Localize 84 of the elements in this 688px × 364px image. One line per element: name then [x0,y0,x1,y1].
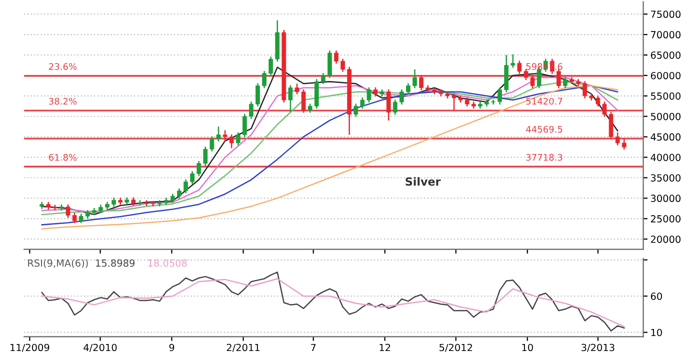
annotation: 61.8% [49,154,77,161]
candlestick [320,72,326,85]
annotation: Silver [406,177,441,186]
candlestick [249,101,254,120]
candlestick [308,103,312,114]
annotation: 38.2% [49,98,77,105]
candlestick [66,204,70,218]
candlestick [340,58,345,72]
y-tick-label: 20000 [650,236,681,243]
candlestick [222,130,228,142]
y-tick-label: 60000 [650,72,681,80]
candlestick [392,98,398,116]
candlestick [406,82,410,95]
x-tick-label: 12 [380,344,390,352]
candlestick [563,76,568,89]
candlestick [412,68,417,89]
x-tick-label: 3/2013 [582,344,614,352]
candlestick [582,80,588,99]
x-tick-label: 11/2009 [10,344,50,352]
candlestick [203,146,208,167]
candlestick [615,132,620,146]
ref-line-label: 37718.3 [526,154,562,161]
y-tick-label: 60 [650,292,662,300]
candlestick [294,83,300,95]
x-tick-label: 5/2012 [440,344,472,352]
candlestick [491,98,496,106]
y-tick-label: 25000 [650,215,681,222]
candlestick [262,70,266,89]
candlestick [288,84,293,113]
candlestick [464,96,470,108]
candlestick [210,136,214,152]
candlestick [256,82,260,108]
y-tick-label: 10 [651,328,662,336]
y-tick-label: 75000 [651,10,681,18]
candlestick [242,113,247,138]
chart-title: RSI(9,MA(6)) [28,259,88,268]
candlestick [360,96,365,110]
annotation: 15.8989 [96,259,135,267]
candlestick [216,126,221,142]
candlestick [419,74,424,91]
candlestick [268,56,273,76]
x-tick-label: 7 [311,344,316,352]
candlestick [622,138,626,150]
candlestick [498,86,502,106]
candlestick [301,88,306,114]
candlestick [386,88,391,122]
x-tick-label: 9 [169,344,174,352]
ref-line-label: 51420.7 [526,98,562,105]
x-tick-label: 10 [522,344,533,352]
candlestick [112,197,116,208]
x-tick-label: 4/2010 [84,344,117,352]
y-tick-label: 45000 [650,133,681,141]
candlestick [184,178,188,194]
annotation: 18.0508 [148,259,187,267]
candlestick [334,50,338,64]
ref-line-label: 44569.5 [526,126,562,133]
y-tick-label: 30000 [650,194,681,202]
candlestick [177,188,182,200]
candlestick [556,68,561,89]
candlestick [236,132,240,146]
line-series [41,272,625,332]
x-tick-label: 2/2011 [226,344,260,352]
candlestick [373,86,378,97]
candlestick [510,54,516,68]
candlestick [72,212,77,224]
annotation: 23.6% [49,63,77,70]
y-tick-label: 50000 [650,112,681,120]
y-tick-label: 65000 [650,51,681,59]
candlestick [190,170,194,185]
candlestick [229,134,234,149]
candlestick [366,86,372,104]
y-tick-label: 70000 [651,31,681,38]
candlestick [196,160,202,177]
candlestick [170,193,175,204]
candlestick [328,50,332,79]
candlestick [78,213,84,224]
candlestick [354,103,358,118]
candlestick [400,88,404,106]
y-tick-label: 40000 [650,154,681,162]
y-tick-label: 55000 [650,92,681,100]
candlestick [596,94,600,108]
y-tick-label: 35000 [650,174,681,182]
line-series [41,278,625,328]
candlestick [517,60,522,74]
